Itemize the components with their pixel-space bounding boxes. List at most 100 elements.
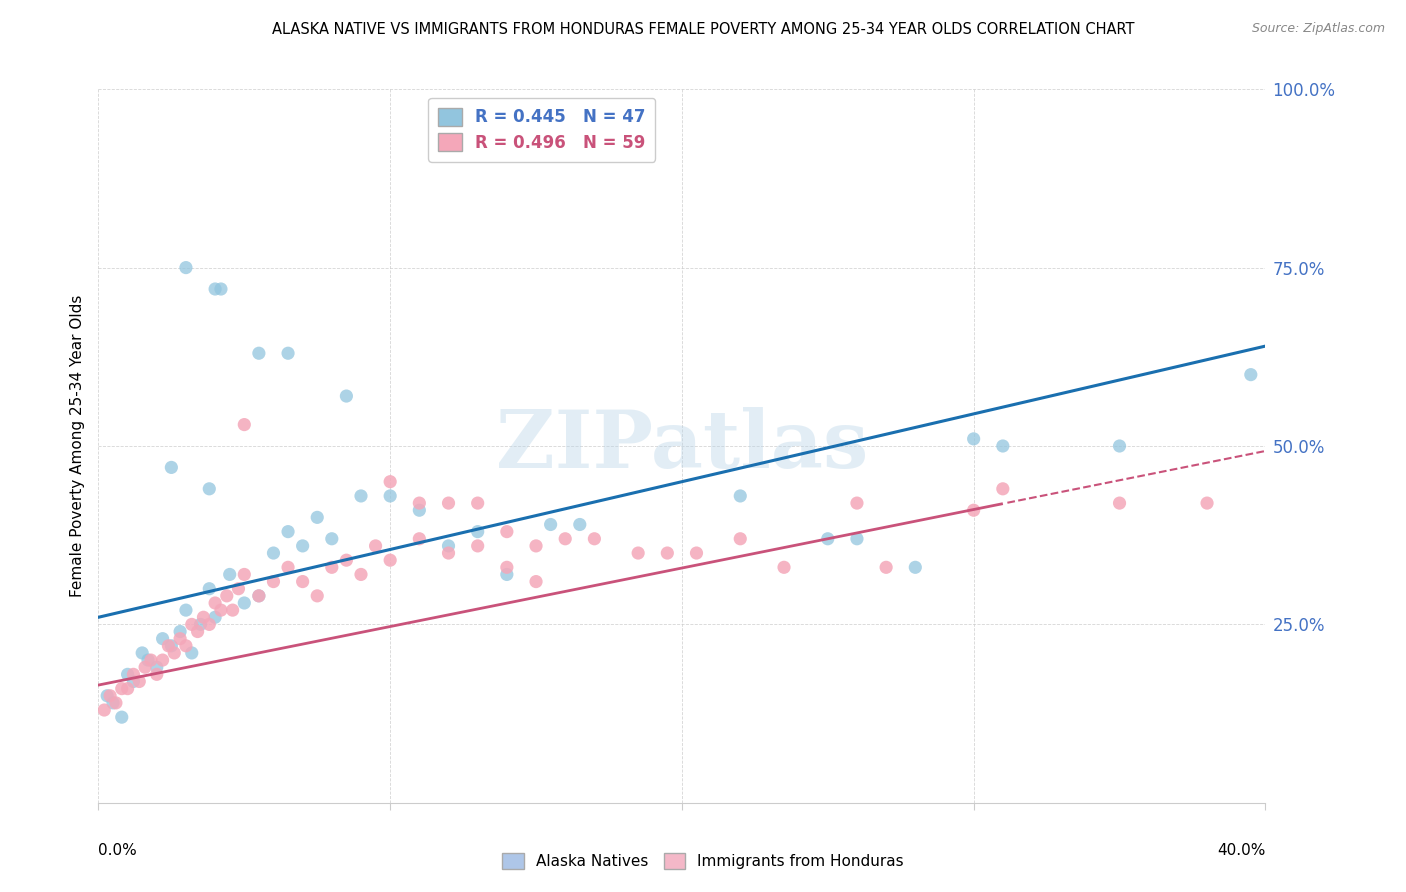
Point [98, 689, 121, 703]
Point [204, 596, 226, 610]
Point [364, 539, 387, 553]
Point [568, 517, 591, 532]
Point [495, 567, 517, 582]
Point [160, 460, 183, 475]
Point [495, 560, 517, 574]
Point [111, 710, 134, 724]
Point [540, 517, 562, 532]
Point [1108, 496, 1130, 510]
Point [524, 539, 547, 553]
Point [378, 475, 402, 489]
Point [128, 674, 150, 689]
Point [262, 546, 284, 560]
Point [875, 560, 897, 574]
Point [198, 617, 221, 632]
Point [146, 660, 169, 674]
Point [117, 681, 139, 696]
Point [174, 639, 197, 653]
Point [215, 589, 238, 603]
Point [96, 689, 118, 703]
Legend: R = 0.445   N = 47, R = 0.496   N = 59: R = 0.445 N = 47, R = 0.496 N = 59 [429, 97, 655, 161]
Point [122, 667, 145, 681]
Point [467, 496, 489, 510]
Point [262, 574, 284, 589]
Point [111, 681, 134, 696]
Text: ALASKA NATIVE VS IMMIGRANTS FROM HONDURAS FEMALE POVERTY AMONG 25-34 YEAR OLDS C: ALASKA NATIVE VS IMMIGRANTS FROM HONDURA… [271, 22, 1135, 37]
Point [218, 567, 240, 582]
Point [204, 282, 226, 296]
Point [204, 610, 226, 624]
Point [845, 532, 868, 546]
Point [247, 346, 270, 360]
Legend: Alaska Natives, Immigrants from Honduras: Alaska Natives, Immigrants from Honduras [496, 847, 910, 875]
Point [773, 560, 796, 574]
Point [233, 417, 256, 432]
Point [131, 646, 153, 660]
Point [198, 582, 221, 596]
Point [247, 589, 270, 603]
Point [991, 439, 1014, 453]
Text: Source: ZipAtlas.com: Source: ZipAtlas.com [1251, 22, 1385, 36]
Point [408, 532, 430, 546]
Point [209, 603, 232, 617]
Point [554, 532, 576, 546]
Point [122, 674, 145, 689]
Point [221, 603, 243, 617]
Y-axis label: Female Poverty Among 25-34 Year Olds: Female Poverty Among 25-34 Year Olds [69, 295, 84, 597]
Point [627, 546, 650, 560]
Point [139, 653, 162, 667]
Point [209, 282, 232, 296]
Point [962, 503, 984, 517]
Point [730, 489, 752, 503]
Point [152, 632, 174, 646]
Point [277, 524, 299, 539]
Point [193, 610, 215, 624]
Point [437, 539, 460, 553]
Point [378, 489, 402, 503]
Point [1240, 368, 1263, 382]
Point [233, 567, 256, 582]
Text: 40.0%: 40.0% [1218, 843, 1265, 858]
Point [467, 524, 489, 539]
Point [321, 560, 343, 574]
Point [174, 260, 197, 275]
Point [169, 624, 191, 639]
Point [160, 639, 183, 653]
Point [583, 532, 606, 546]
Point [152, 653, 174, 667]
Point [991, 482, 1014, 496]
Point [817, 532, 839, 546]
Point [467, 539, 489, 553]
Point [904, 560, 927, 574]
Point [307, 510, 329, 524]
Text: ZIPatlas: ZIPatlas [496, 407, 868, 485]
Point [277, 560, 299, 574]
Point [180, 646, 202, 660]
Point [157, 639, 180, 653]
Point [378, 553, 402, 567]
Point [657, 546, 679, 560]
Point [321, 532, 343, 546]
Point [180, 617, 202, 632]
Point [291, 539, 314, 553]
Point [350, 567, 373, 582]
Point [437, 546, 460, 560]
Point [136, 653, 159, 667]
Point [101, 696, 124, 710]
Point [495, 524, 517, 539]
Point [169, 632, 191, 646]
Point [524, 574, 547, 589]
Point [233, 596, 256, 610]
Point [190, 617, 212, 632]
Point [685, 546, 707, 560]
Point [730, 532, 752, 546]
Point [1195, 496, 1218, 510]
Point [437, 496, 460, 510]
Point [247, 589, 270, 603]
Point [117, 667, 139, 681]
Point [307, 589, 329, 603]
Point [174, 603, 197, 617]
Point [228, 582, 250, 596]
Point [291, 574, 314, 589]
Point [146, 667, 169, 681]
